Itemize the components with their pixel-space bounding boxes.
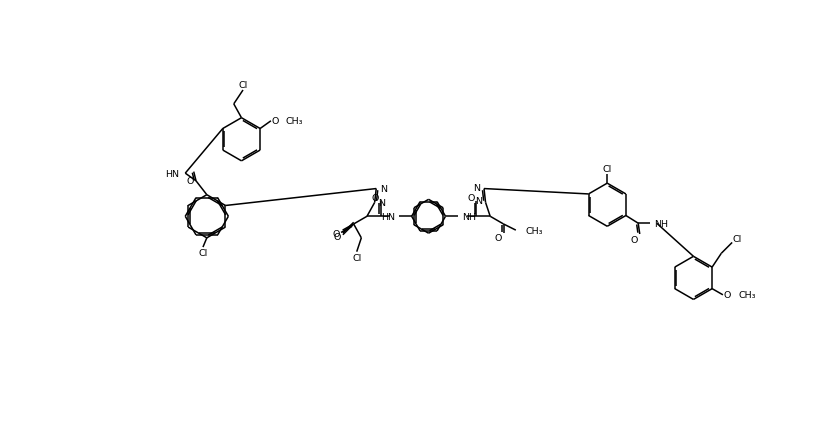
Text: O: O <box>722 291 730 300</box>
Text: Cl: Cl <box>602 165 611 174</box>
Text: CH₃: CH₃ <box>524 226 542 235</box>
Text: N: N <box>474 197 482 206</box>
Text: Cl: Cl <box>732 234 742 243</box>
Text: NH: NH <box>462 212 476 221</box>
Text: O: O <box>630 235 637 244</box>
Text: O: O <box>466 193 474 202</box>
Text: NH: NH <box>654 219 668 228</box>
Text: O: O <box>371 193 379 202</box>
Text: N: N <box>378 199 385 207</box>
Text: Cl: Cl <box>198 249 207 258</box>
Text: CH₃: CH₃ <box>285 117 303 126</box>
Text: O: O <box>494 233 502 242</box>
Text: O: O <box>333 230 339 239</box>
Text: HN: HN <box>380 212 395 221</box>
Text: HN: HN <box>165 169 179 178</box>
Text: Cl: Cl <box>352 254 361 263</box>
Text: O: O <box>334 232 341 241</box>
Text: CH₃: CH₃ <box>737 291 755 300</box>
Text: O: O <box>186 177 193 186</box>
Text: N: N <box>472 183 480 192</box>
Text: O: O <box>271 117 278 126</box>
Text: N: N <box>380 184 386 194</box>
Text: Cl: Cl <box>238 81 247 90</box>
